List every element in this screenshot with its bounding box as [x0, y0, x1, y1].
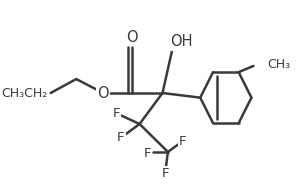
- Text: F: F: [113, 107, 120, 120]
- Text: O: O: [126, 30, 137, 45]
- Text: F: F: [117, 132, 124, 145]
- Text: O: O: [97, 86, 109, 100]
- Text: F: F: [161, 167, 169, 180]
- Text: F: F: [144, 147, 151, 160]
- Text: CH₃CH₂: CH₃CH₂: [2, 86, 48, 100]
- Text: OH: OH: [170, 34, 193, 49]
- Text: CH₃: CH₃: [267, 58, 290, 71]
- Text: F: F: [179, 134, 186, 147]
